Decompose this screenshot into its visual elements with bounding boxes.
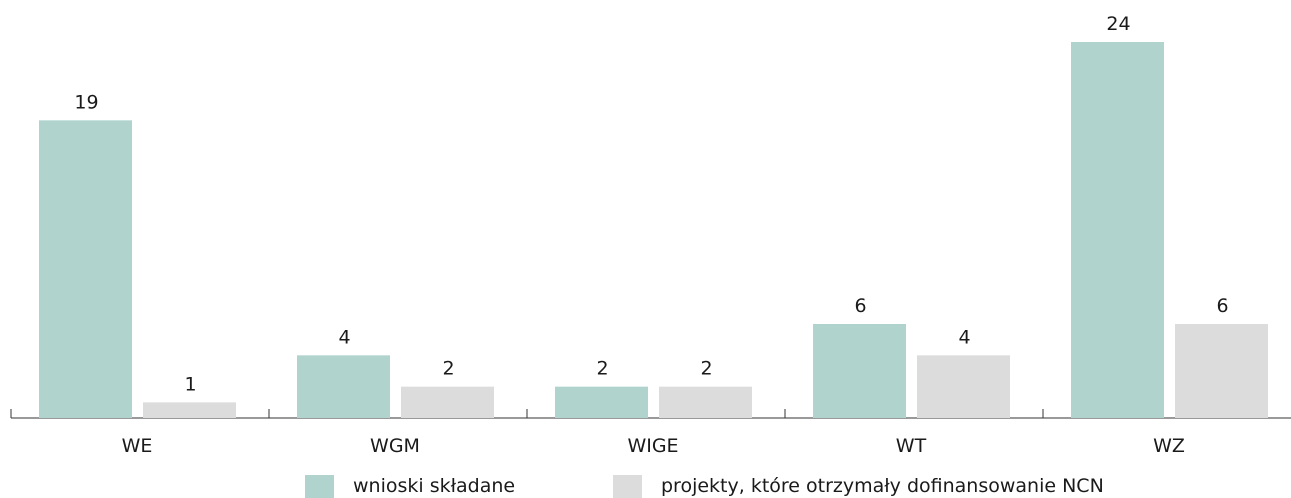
bar-wgm-series-1	[401, 386, 494, 418]
bar-wz-series-1	[1175, 324, 1268, 418]
x-tick-label-wgm: WGM	[370, 435, 420, 457]
legend-swatch-wnioski	[305, 475, 334, 498]
bar-wz-series-0	[1071, 42, 1164, 418]
x-tick-label-wz: WZ	[1153, 435, 1185, 457]
data-label-wgm-series-1: 2	[442, 358, 454, 380]
x-tick-label-wige: WIGE	[627, 435, 678, 457]
bar-wige-series-0	[555, 386, 648, 418]
legend: wnioski składane projekty, które otrzyma…	[0, 475, 1291, 498]
legend-label-projekty: projekty, które otrzymały dofinansowanie…	[661, 475, 1104, 497]
bar-we-series-1	[143, 402, 236, 418]
bar-wgm-series-0	[297, 355, 390, 418]
data-label-wt-series-0: 6	[854, 295, 866, 317]
legend-item-projekty: projekty, które otrzymały dofinansowanie…	[613, 475, 1104, 498]
bar-wige-series-1	[659, 386, 752, 418]
data-label-we-series-1: 1	[184, 373, 196, 395]
data-label-wt-series-1: 4	[958, 326, 970, 348]
x-tick-label-we: WE	[122, 435, 153, 457]
bar-wt-series-1	[917, 355, 1010, 418]
data-label-wz-series-0: 24	[1106, 13, 1130, 35]
bar-chart: WE 19 1 WGM 4 2 WIGE 2 2 WT 6 4 WZ 24 6	[10, 13, 1291, 457]
data-label-wgm-series-0: 4	[338, 326, 350, 348]
bar-wt-series-0	[813, 324, 906, 418]
legend-item-wnioski: wnioski składane	[305, 475, 515, 498]
data-label-wz-series-1: 6	[1216, 295, 1228, 317]
data-label-wige-series-1: 2	[700, 358, 712, 380]
legend-swatch-projekty	[613, 475, 642, 498]
bar-we-series-0	[39, 120, 132, 418]
legend-label-wnioski: wnioski składane	[353, 475, 516, 497]
x-tick-label-wt: WT	[896, 435, 927, 457]
data-label-wige-series-0: 2	[596, 358, 608, 380]
data-label-we-series-0: 19	[74, 91, 98, 113]
